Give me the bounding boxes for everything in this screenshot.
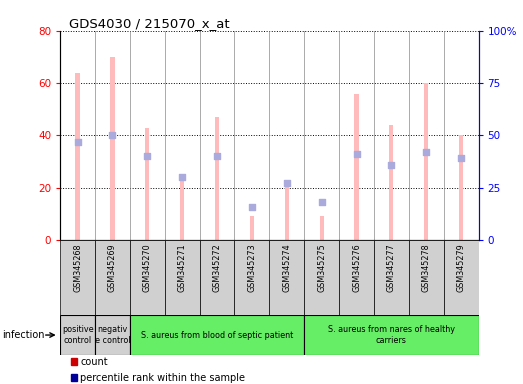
Bar (389, 125, 393, 240)
Point (108, 132, 117, 139)
Bar (269, 240, 304, 315)
Bar (304, 315, 479, 355)
Text: GSM345273: GSM345273 (247, 244, 256, 292)
Bar (145, 127, 150, 240)
Bar (424, 83, 428, 240)
Bar (110, 57, 115, 240)
Text: GDS4030 / 215070_x_at: GDS4030 / 215070_x_at (69, 17, 229, 30)
Bar (95, 315, 130, 355)
Bar (250, 217, 254, 240)
Text: S. aureus from blood of septic patient: S. aureus from blood of septic patient (141, 331, 293, 339)
Bar (339, 240, 374, 315)
Point (73, 139, 82, 145)
Bar (165, 240, 200, 315)
Point (178, 174, 186, 180)
Text: GSM345269: GSM345269 (108, 244, 117, 292)
Point (457, 155, 465, 161)
Text: positive
control: positive control (62, 325, 94, 345)
Point (248, 204, 256, 210)
Text: GSM345268: GSM345268 (73, 244, 82, 292)
Text: GSM345271: GSM345271 (178, 244, 187, 292)
Point (282, 180, 291, 187)
Bar (60, 315, 95, 355)
Point (422, 149, 430, 155)
Bar (355, 93, 359, 240)
Point (143, 153, 152, 159)
Bar (374, 240, 409, 315)
Text: infection: infection (3, 330, 45, 340)
Bar (409, 240, 444, 315)
Bar (200, 240, 234, 315)
Bar (285, 185, 289, 240)
Bar (304, 240, 339, 315)
Bar (130, 315, 304, 355)
Point (317, 199, 326, 205)
Text: GSM345270: GSM345270 (143, 244, 152, 292)
Text: GSM345275: GSM345275 (317, 244, 326, 293)
Bar (95, 240, 130, 315)
Bar (215, 117, 219, 240)
Text: percentile rank within the sample: percentile rank within the sample (80, 373, 245, 383)
Point (353, 151, 361, 157)
Bar (130, 240, 165, 315)
Point (213, 153, 221, 159)
Text: negativ
e control: negativ e control (95, 325, 130, 345)
Bar (234, 240, 269, 315)
Text: GSM345276: GSM345276 (352, 244, 361, 292)
Text: GSM345274: GSM345274 (282, 244, 291, 292)
Bar (180, 175, 184, 240)
Text: S. aureus from nares of healthy
carriers: S. aureus from nares of healthy carriers (328, 325, 455, 345)
Text: count: count (80, 357, 108, 367)
Bar (320, 217, 324, 240)
Text: GSM345279: GSM345279 (457, 244, 465, 293)
Bar (444, 240, 479, 315)
Point (387, 162, 395, 168)
Bar (75, 73, 79, 240)
Bar (60, 240, 95, 315)
Text: GSM345278: GSM345278 (422, 244, 431, 292)
Text: GSM345272: GSM345272 (212, 244, 222, 293)
Bar (459, 136, 463, 240)
Text: GSM345277: GSM345277 (387, 244, 396, 293)
